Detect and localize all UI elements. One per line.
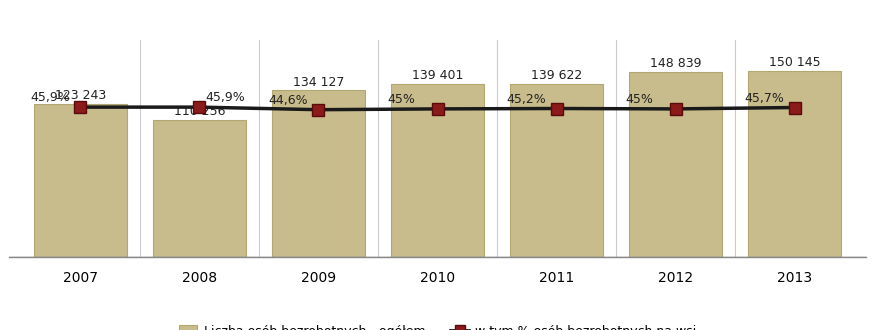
Text: 150 145: 150 145 (769, 56, 821, 69)
Text: 45%: 45% (626, 93, 654, 106)
Text: 110 256: 110 256 (173, 105, 225, 118)
Text: 45,9%: 45,9% (30, 91, 70, 104)
Text: 134 127: 134 127 (293, 76, 344, 88)
Bar (748, 71, 841, 257)
Text: 123 243: 123 243 (54, 89, 106, 102)
Legend: Liczba osób bezrobotnych - ogółem, w tym % osób bezrobotnych na wsi: Liczba osób bezrobotnych - ogółem, w tym… (173, 320, 702, 330)
Text: 44,6%: 44,6% (269, 94, 308, 107)
Bar (272, 90, 365, 257)
Text: 45,7%: 45,7% (745, 91, 785, 105)
Text: 45%: 45% (388, 93, 416, 106)
Bar (510, 83, 603, 257)
Bar (34, 104, 127, 257)
Bar (391, 84, 484, 257)
Text: 139 401: 139 401 (412, 69, 463, 82)
Text: 148 839: 148 839 (650, 57, 702, 70)
Bar (153, 120, 246, 257)
Text: 139 622: 139 622 (531, 69, 582, 82)
Text: 45,9%: 45,9% (206, 91, 245, 104)
Text: 45,2%: 45,2% (507, 92, 546, 106)
Bar (629, 72, 722, 257)
